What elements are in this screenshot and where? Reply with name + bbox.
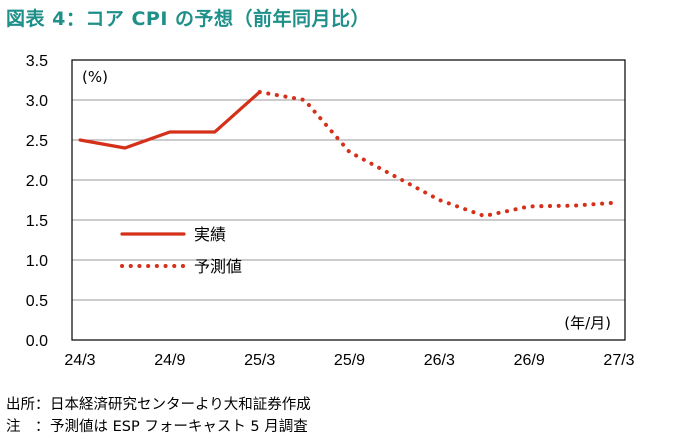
line-chart: 0.0 0.5 1.0 1.5 2.0 2.5 3.0 3.5 24/3 24/9 25/3 25/9… <box>26 53 635 369</box>
forecast-note-text: 予測値は ESP フォーキャスト 5 月調査 <box>50 419 308 435</box>
x-tick-label: 27/3 <box>603 352 634 369</box>
series-line-forecast <box>257 90 621 218</box>
plot-frame <box>71 59 626 341</box>
y-tick-label: 1.5 <box>26 213 48 230</box>
y-tick-label: 1.0 <box>26 253 48 270</box>
source-note: 出所： 日本経済研究センターより大和証券作成 <box>6 394 311 416</box>
y-tick-label: 0.5 <box>26 293 48 310</box>
legend-label: 実績 <box>194 225 226 244</box>
x-tick-label: 24/3 <box>64 352 95 369</box>
y-tick-label: 3.0 <box>26 93 48 110</box>
legend-label: 予測値 <box>194 257 242 276</box>
y-tick-label: 0.0 <box>26 333 48 350</box>
source-note-text: 日本経済研究センターより大和証券作成 <box>50 397 311 413</box>
x-unit-label: (年/月) <box>564 314 611 332</box>
x-tick-label: 26/9 <box>514 352 545 369</box>
page-title: 図表 4：コア CPI の予想（前年同月比） <box>6 8 371 30</box>
x-tick-label: 25/3 <box>244 352 275 369</box>
source-note-prefix: 出所： <box>6 397 50 413</box>
x-tick-label: 24/9 <box>154 352 185 369</box>
x-tick-label: 25/9 <box>334 352 365 369</box>
y-tick-label: 2.0 <box>26 173 48 190</box>
y-tick-label: 3.5 <box>26 53 48 70</box>
y-tick-label: 2.5 <box>26 133 48 150</box>
footnotes: 出所： 日本経済研究センターより大和証券作成 注 ： 予測値は ESP フォーキ… <box>6 394 311 438</box>
x-tick-label: 26/3 <box>424 352 455 369</box>
forecast-note: 注 ： 予測値は ESP フォーキャスト 5 月調査 <box>6 416 311 438</box>
forecast-note-prefix: 注 ： <box>6 419 50 435</box>
y-unit-label: (%) <box>82 68 108 86</box>
